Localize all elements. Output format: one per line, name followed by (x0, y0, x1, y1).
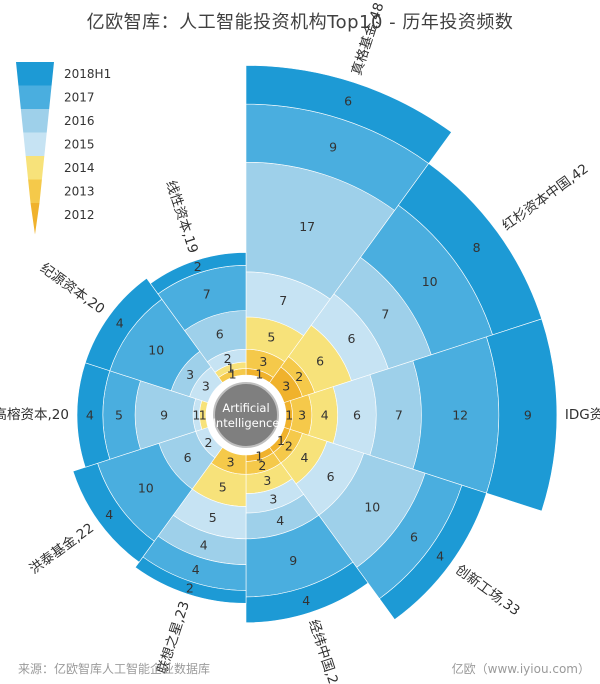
legend-swatch (30, 203, 40, 235)
segment-IDG资本-2018H1 (486, 318, 558, 512)
center-disc (213, 382, 279, 448)
legend-label: 2018H1 (64, 67, 111, 81)
center-label: Artificial (222, 401, 269, 415)
segment-value-label: 4 (116, 316, 124, 331)
segment-value-label: 3 (202, 378, 210, 393)
segment-value-label: 9 (329, 139, 337, 154)
segment-value-label: 17 (299, 219, 315, 234)
legend-label: 2014 (64, 161, 95, 175)
segment-value-label: 3 (186, 367, 194, 382)
segment-value-label: 6 (410, 530, 418, 545)
segment-value-label: 4 (105, 507, 113, 522)
segment-value-label: 5 (219, 479, 227, 494)
legend-swatch (16, 62, 54, 86)
segment-value-label: 6 (216, 327, 224, 342)
segment-value-label: 4 (300, 450, 308, 465)
segment-value-label: 1 (277, 433, 285, 448)
source-note: 来源：亿欧智库人工智能企业数据库 (18, 662, 211, 676)
segment-value-label: 9 (524, 408, 532, 423)
segment-value-label: 6 (184, 450, 192, 465)
segment-value-label: 7 (381, 306, 389, 321)
legend-label: 2012 (64, 208, 95, 222)
segment-真格基金-2018H1 (245, 65, 452, 164)
segment-value-label: 2 (204, 435, 212, 450)
segment-value-label: 4 (86, 408, 94, 423)
segment-value-label: 8 (473, 240, 481, 255)
credit-note: 亿欧（www.iyiou.com） (451, 662, 590, 676)
category-label: 纪源资本,20 (37, 260, 107, 317)
legend-swatch (25, 156, 45, 180)
segment-value-label: 1 (255, 366, 263, 381)
segment-value-label: 1 (192, 408, 200, 423)
segment-value-label: 4 (200, 538, 208, 553)
segment-value-label: 10 (422, 274, 438, 289)
segment-value-label: 4 (321, 408, 329, 423)
segment-value-label: 6 (353, 408, 361, 423)
segment-value-label: 2 (186, 580, 194, 595)
segment-value-label: 2 (224, 351, 232, 366)
segment-value-label: 6 (344, 93, 352, 108)
segments (72, 65, 558, 624)
segment-value-label: 3 (298, 408, 306, 423)
chart-title: 亿欧智库：人工智能投资机构Top10 - 历年投资频数 (86, 12, 514, 33)
segment-value-label: 3 (227, 455, 235, 470)
category-label: IDG资本,42 (565, 407, 600, 423)
segment-value-label: 3 (259, 354, 267, 369)
category-label: 红杉资本中国,42 (499, 161, 591, 234)
segment-value-label: 2 (285, 439, 293, 454)
center-label: Intelligence (213, 416, 280, 430)
segment-value-label: 1 (199, 408, 207, 423)
segment-value-label: 3 (282, 378, 290, 393)
segment-value-label: 1 (229, 366, 237, 381)
segment-value-label: 2 (258, 458, 266, 473)
segment-value-label: 6 (347, 331, 355, 346)
segment-value-label: 5 (267, 330, 275, 345)
legend-label: 2015 (64, 137, 95, 151)
segment-value-label: 3 (263, 473, 271, 488)
segment-value-label: 1 (255, 449, 263, 464)
segment-value-label: 5 (115, 408, 123, 423)
segment-value-label: 7 (395, 408, 403, 423)
segment-value-label: 6 (327, 469, 335, 484)
legend-label: 2013 (64, 184, 95, 198)
segment-value-label: 10 (138, 480, 154, 495)
segment-value-label: 3 (269, 492, 277, 507)
category-label: 线性资本,19 (162, 179, 201, 256)
category-label: 经纬中国,26 (305, 618, 344, 684)
category-label: 真格基金,48 (348, 0, 387, 77)
segment-value-label: 6 (316, 354, 324, 369)
segment-value-label: 10 (148, 342, 164, 357)
segment-value-label: 4 (192, 562, 200, 577)
segment-value-label: 7 (203, 287, 211, 302)
segment-value-label: 9 (289, 553, 297, 568)
legend-swatch (28, 179, 42, 203)
segment-value-label: 5 (209, 510, 217, 525)
segment-value-label: 4 (436, 549, 444, 564)
segment-value-label: 7 (279, 293, 287, 308)
category-label: 高榕资本,20 (0, 406, 69, 423)
segment-value-label: 4 (276, 513, 284, 528)
legend-swatch (18, 85, 52, 109)
segment-value-label: 1 (285, 408, 293, 423)
segment-线性资本-2018H1 (150, 252, 247, 295)
segment-value-label: 2 (295, 369, 303, 384)
category-label: 洪泰基金,22 (26, 519, 97, 577)
legend-swatch (23, 132, 47, 156)
segment-value-label: 12 (452, 408, 468, 423)
segment-value-label: 4 (302, 593, 310, 608)
legend-swatch (20, 109, 50, 133)
segment-value-label: 1 (227, 360, 235, 375)
category-label: 创新工场,33 (452, 562, 522, 619)
segment-value-label: 9 (160, 408, 168, 423)
segment-value-label: 2 (194, 259, 202, 274)
segment-value-label: 10 (364, 499, 380, 514)
legend-label: 2016 (64, 114, 95, 128)
legend-label: 2017 (64, 90, 95, 104)
legend: 2018H1 2017 2016 2015 2014 2013 2012 (16, 62, 111, 235)
segment-创新工场-2018H1 (379, 484, 487, 620)
